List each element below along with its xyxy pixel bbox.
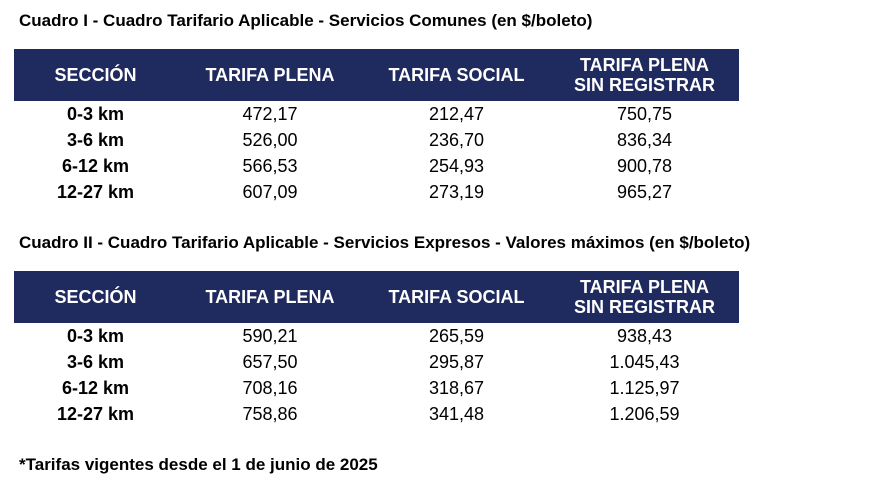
- tarifa-plena-cell: 472,17: [242, 103, 298, 124]
- header-tarifa-plena: TARIFA PLENA: [205, 287, 335, 307]
- table-header-row: SECCIÓN TARIFA PLENA TARIFA SOCIAL TARIF…: [14, 271, 739, 323]
- cuadro-2-title: Cuadro II - Cuadro Tarifario Aplicable -…: [19, 233, 751, 252]
- seccion-cell: 12-27 km: [56, 403, 135, 424]
- table-row: 0-3 km 472,17 212,47 750,75: [14, 101, 739, 127]
- tarifa-social-cell: 236,70: [428, 129, 485, 150]
- cuadro-1-title: Cuadro I - Cuadro Tarifario Aplicable - …: [19, 11, 593, 30]
- tarifa-plena-cell: 607,09: [242, 181, 298, 202]
- tarifa-sin-registrar-cell: 836,34: [616, 129, 673, 150]
- tarifa-social-cell: 341,48: [428, 403, 485, 424]
- tarifa-sin-registrar-cell: 938,43: [616, 325, 673, 346]
- table-row: 3-6 km 526,00 236,70 836,34: [14, 127, 739, 153]
- header-line-1: TARIFA PLENA: [580, 55, 709, 75]
- header-line-2: SIN REGISTRAR: [573, 75, 715, 95]
- header-tarifa-plena-sin-registrar: TARIFA PLENA SIN REGISTRAR: [550, 49, 739, 101]
- table-row: 12-27 km 758,86 341,48 1.206,59: [14, 401, 739, 427]
- tarifa-social-cell: 212,47: [428, 103, 485, 124]
- seccion-cell: 12-27 km: [56, 181, 135, 202]
- tarifa-plena-cell: 566,53: [242, 155, 298, 176]
- tarifa-social-cell: 273,19: [428, 181, 485, 202]
- tarifa-plena-cell: 758,86: [242, 403, 298, 424]
- header-seccion: SECCIÓN: [54, 287, 137, 307]
- tarifa-sin-registrar-cell: 1.206,59: [609, 403, 680, 424]
- table-row: 6-12 km 566,53 254,93 900,78: [14, 153, 739, 179]
- tarifa-social-cell: 254,93: [428, 155, 485, 176]
- cuadro-2-table: SECCIÓN TARIFA PLENA TARIFA SOCIAL TARIF…: [14, 271, 739, 427]
- seccion-cell: 3-6 km: [66, 129, 125, 150]
- tarifa-sin-registrar-cell: 1.045,43: [609, 351, 680, 372]
- tarifa-sin-registrar-cell: 1.125,97: [609, 377, 680, 398]
- footnote: *Tarifas vigentes desde el 1 de junio de…: [19, 455, 378, 474]
- table-row: 12-27 km 607,09 273,19 965,27: [14, 179, 739, 205]
- tarifa-social-cell: 295,87: [428, 351, 485, 372]
- tarifa-sin-registrar-cell: 965,27: [616, 181, 673, 202]
- tarifa-sin-registrar-cell: 900,78: [616, 155, 673, 176]
- seccion-cell: 0-3 km: [66, 103, 125, 124]
- table-header-row: SECCIÓN TARIFA PLENA TARIFA SOCIAL TARIF…: [14, 49, 739, 101]
- seccion-cell: 3-6 km: [66, 351, 125, 372]
- tarifa-social-cell: 265,59: [428, 325, 485, 346]
- header-tarifa-plena-sin-registrar: TARIFA PLENA SIN REGISTRAR: [550, 271, 739, 323]
- seccion-cell: 6-12 km: [61, 155, 130, 176]
- table-row: 3-6 km 657,50 295,87 1.045,43: [14, 349, 739, 375]
- seccion-cell: 0-3 km: [66, 325, 125, 346]
- tarifa-plena-cell: 708,16: [242, 377, 298, 398]
- header-tarifa-social: TARIFA SOCIAL: [388, 65, 525, 85]
- header-tarifa-social: TARIFA SOCIAL: [388, 287, 525, 307]
- table-row: 6-12 km 708,16 318,67 1.125,97: [14, 375, 739, 401]
- header-line-2: SIN REGISTRAR: [573, 297, 715, 317]
- tarifa-plena-cell: 657,50: [242, 351, 298, 372]
- seccion-cell: 6-12 km: [61, 377, 130, 398]
- tarifa-social-cell: 318,67: [428, 377, 485, 398]
- table-row: 0-3 km 590,21 265,59 938,43: [14, 323, 739, 349]
- tarifa-sin-registrar-cell: 750,75: [616, 103, 673, 124]
- tarifa-plena-cell: 526,00: [242, 129, 298, 150]
- header-seccion: SECCIÓN: [54, 65, 137, 85]
- header-tarifa-plena: TARIFA PLENA: [205, 65, 335, 85]
- tarifa-plena-cell: 590,21: [242, 325, 298, 346]
- header-line-1: TARIFA PLENA: [580, 277, 709, 297]
- cuadro-1-table: SECCIÓN TARIFA PLENA TARIFA SOCIAL TARIF…: [14, 49, 739, 205]
